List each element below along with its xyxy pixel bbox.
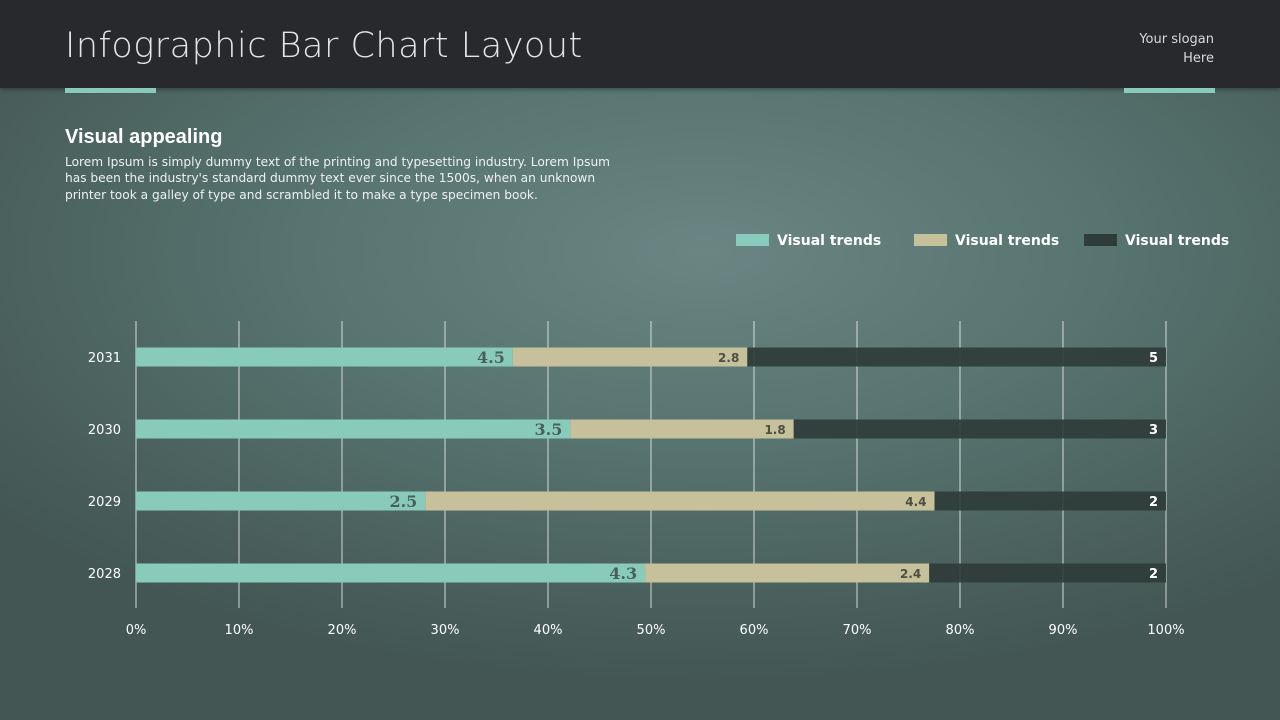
- x-tick-label: 50%: [637, 623, 666, 638]
- bar-value-label: 3: [1149, 423, 1158, 438]
- x-tick-label: 40%: [534, 623, 563, 638]
- section-heading: Visual appealing: [65, 126, 223, 148]
- legend-label-3: Visual trends: [1125, 233, 1229, 249]
- x-tick-label: 20%: [328, 623, 357, 638]
- section-text: Lorem Ipsum is simply dummy text of the …: [65, 155, 611, 202]
- bar-segment-3: [793, 419, 1166, 439]
- bar-value-label: 3.5: [534, 420, 562, 439]
- y-category-label: 2028: [88, 567, 121, 582]
- x-tick-label: 90%: [1049, 623, 1078, 638]
- bar-value-label: 1.8: [764, 423, 785, 437]
- y-category-label: 2030: [88, 423, 121, 438]
- slogan-line-1: Your slogan: [1139, 32, 1214, 47]
- y-category-label: 2031: [88, 351, 121, 366]
- x-tick-label: 70%: [843, 623, 872, 638]
- bar-segment-1: [136, 563, 646, 583]
- x-tick-label: 30%: [431, 623, 460, 638]
- bar-segment-2: [570, 419, 794, 439]
- x-tick-label: 100%: [1147, 623, 1184, 638]
- header-bar: Infographic Bar Chart Layout Your slogan…: [0, 0, 1280, 88]
- bar-value-label: 2.5: [389, 492, 417, 511]
- bar-value-label: 4.4: [905, 495, 926, 509]
- legend-label-2: Visual trends: [955, 233, 1059, 249]
- accent-bar-right: [1124, 88, 1215, 93]
- bar-segment-1: [136, 491, 426, 511]
- y-category-label: 2029: [88, 495, 121, 510]
- bar-value-label: 5: [1149, 351, 1158, 366]
- x-tick-label: 80%: [946, 623, 975, 638]
- x-tick-label: 0%: [126, 623, 147, 638]
- bar-value-label: 2: [1149, 495, 1158, 510]
- slogan: Your slogan Here: [1139, 30, 1214, 68]
- accent-bar-left: [65, 88, 156, 93]
- bar-value-label: 2.4: [900, 567, 921, 581]
- bar-value-label: 4.3: [609, 564, 637, 583]
- bar-segment-2: [425, 491, 935, 511]
- bar-segment-3: [929, 563, 1166, 583]
- slogan-line-2: Here: [1183, 51, 1214, 66]
- bar-value-label: 2: [1149, 567, 1158, 582]
- legend-swatch-2: [914, 234, 947, 246]
- legend-swatch-1: [736, 234, 769, 246]
- bar-segment-3: [934, 491, 1166, 511]
- legend-swatch-3: [1084, 234, 1117, 246]
- bar-value-label: 2.8: [718, 351, 739, 365]
- bar-segment-3: [747, 347, 1166, 367]
- bar-value-label: 4.5: [477, 348, 505, 367]
- page-title: Infographic Bar Chart Layout: [65, 26, 583, 66]
- bar-segment-2: [512, 347, 748, 367]
- bar-segment-2: [645, 563, 930, 583]
- bar-segment-1: [136, 347, 513, 367]
- x-tick-label: 10%: [225, 623, 254, 638]
- legend-label-1: Visual trends: [777, 233, 881, 249]
- bar-segment-1: [136, 419, 571, 439]
- x-tick-label: 60%: [740, 623, 769, 638]
